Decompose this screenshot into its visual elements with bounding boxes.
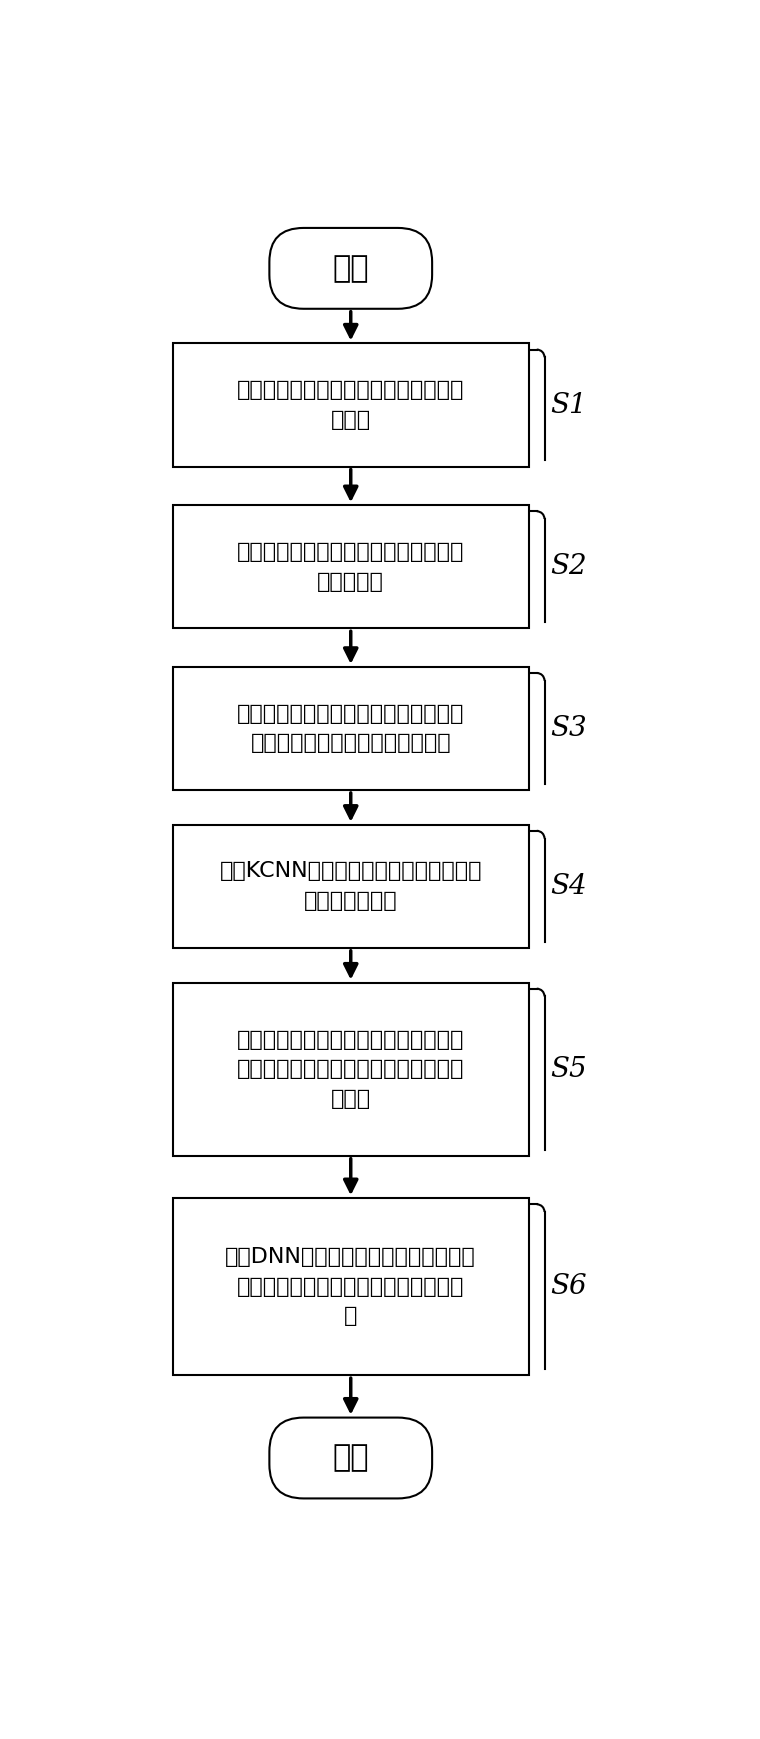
- Text: S3: S3: [551, 715, 587, 743]
- FancyBboxPatch shape: [173, 666, 529, 790]
- Text: 利用DNN计算游客游览该景点的概率，
按概率从大到小生成游客的景点推荐列
表: 利用DNN计算游客游览该景点的概率， 按概率从大到小生成游客的景点推荐列 表: [226, 1247, 476, 1327]
- Text: S4: S4: [551, 873, 587, 899]
- FancyBboxPatch shape: [269, 228, 432, 310]
- Text: 构建三元组和景点知识图谱，生成每个
景点的特征向量和上下文特征向量: 构建三元组和景点知识图谱，生成每个 景点的特征向量和上下文特征向量: [237, 704, 464, 753]
- FancyBboxPatch shape: [173, 983, 529, 1156]
- FancyBboxPatch shape: [173, 824, 529, 948]
- FancyBboxPatch shape: [173, 504, 529, 628]
- FancyBboxPatch shape: [173, 343, 529, 466]
- Text: S6: S6: [551, 1273, 587, 1301]
- Text: 采集数据和预处理，对游客、景点等对
象编号: 采集数据和预处理，对游客、景点等对 象编号: [237, 381, 464, 430]
- Text: S5: S5: [551, 1056, 587, 1083]
- Text: 开始: 开始: [333, 254, 369, 283]
- Text: S2: S2: [551, 553, 587, 581]
- Text: 将显示评分转换为隐式评分，划分正例
和负例景点: 将显示评分转换为隐式评分，划分正例 和负例景点: [237, 543, 464, 591]
- Text: 结束: 结束: [333, 1443, 369, 1473]
- Text: 通过KCNN生成游客历史游览景点和候选
景点的向量表示: 通过KCNN生成游客历史游览景点和候选 景点的向量表示: [220, 861, 482, 911]
- Text: S1: S1: [551, 391, 587, 419]
- FancyBboxPatch shape: [269, 1417, 432, 1499]
- FancyBboxPatch shape: [173, 1198, 529, 1376]
- Text: 通过注意力网络计算游客每个历史游览
景点的影响权重，得到游客对景点的偏
好向量: 通过注意力网络计算游客每个历史游览 景点的影响权重，得到游客对景点的偏 好向量: [237, 1029, 464, 1109]
